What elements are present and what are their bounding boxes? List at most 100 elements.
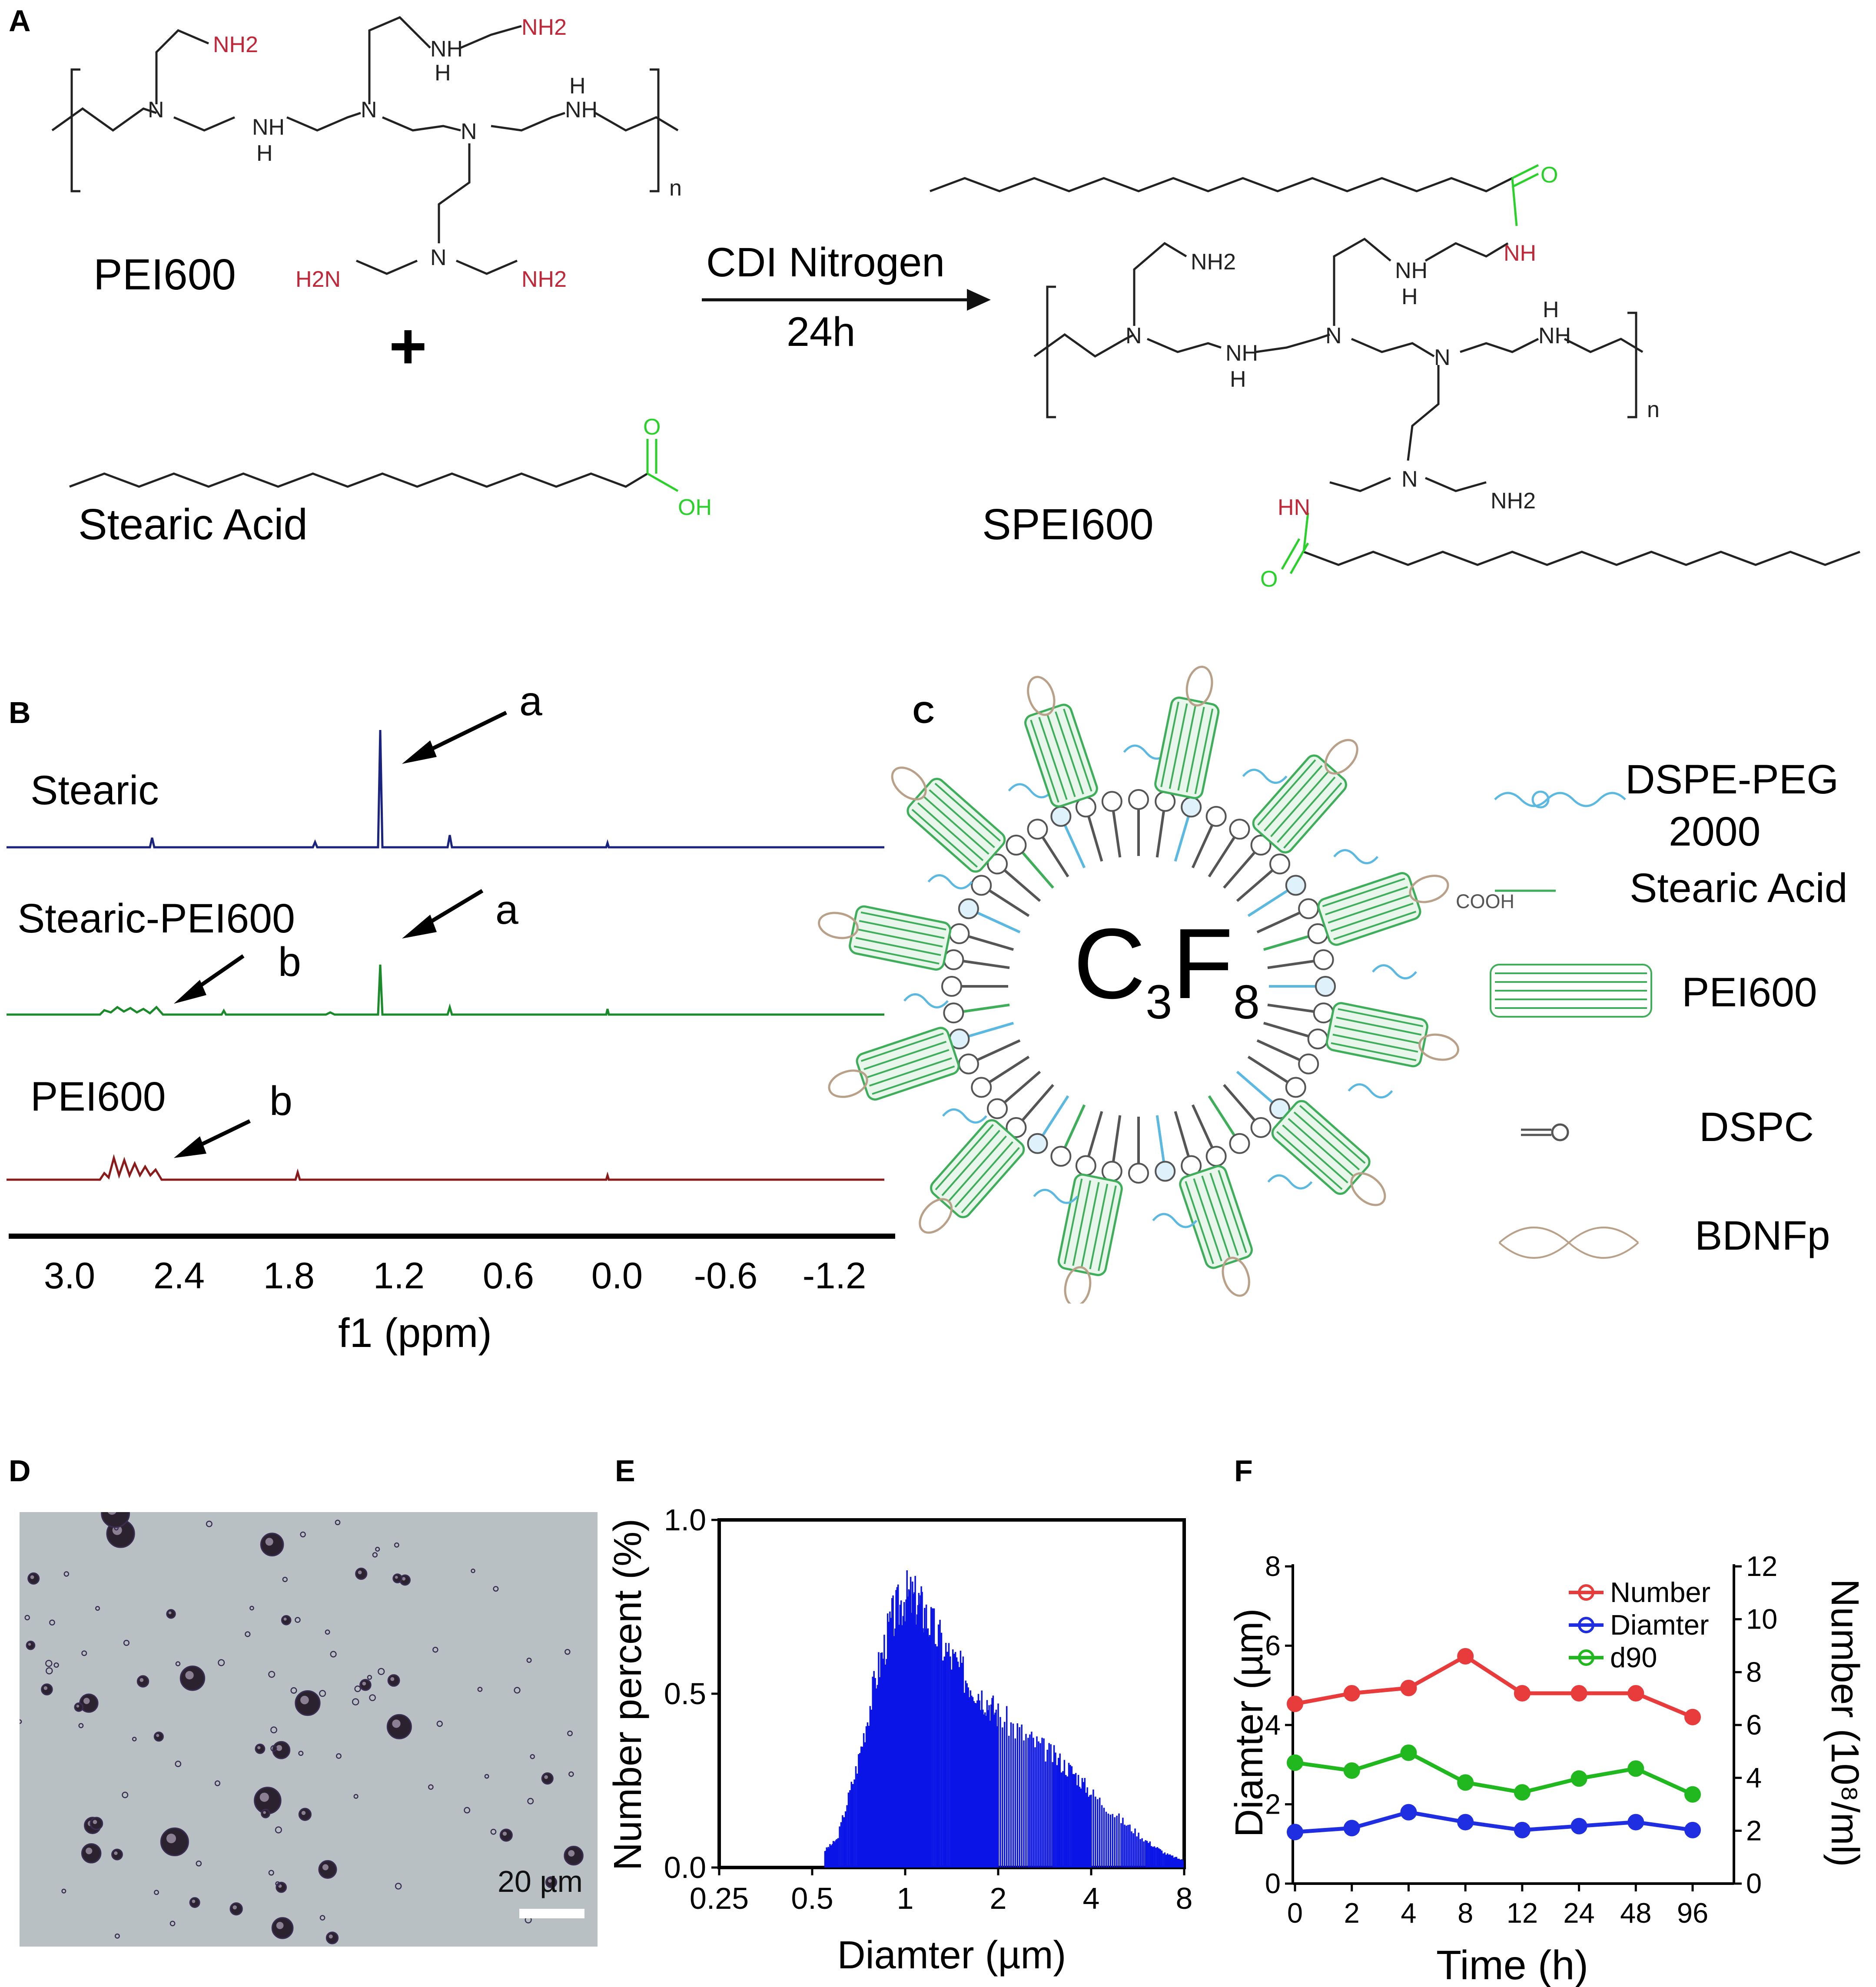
bdnf-icon xyxy=(891,766,927,801)
bubble-highlight xyxy=(301,1811,306,1815)
bubble-highlight xyxy=(358,1570,362,1575)
data-point xyxy=(1627,1685,1644,1702)
lipid-head xyxy=(1128,789,1149,810)
microbubble xyxy=(282,1576,288,1582)
bubble-highlight xyxy=(390,1677,395,1681)
bdnf-icon xyxy=(1064,1266,1092,1304)
lipid-head xyxy=(1269,1098,1290,1119)
lipid-tail xyxy=(1267,1003,1315,1013)
y-tick-label: 0.0 xyxy=(664,1851,706,1884)
bubble-highlight xyxy=(265,1538,273,1546)
data-point xyxy=(1514,1784,1531,1801)
lipid-head xyxy=(1229,819,1250,840)
peg-chain xyxy=(927,874,973,889)
microbubble xyxy=(123,1639,130,1646)
microbubble xyxy=(218,1659,225,1666)
lipid-head xyxy=(1229,1133,1250,1154)
lipid-head xyxy=(1205,806,1227,827)
data-point xyxy=(1571,1770,1587,1787)
bubble-highlight xyxy=(107,1512,116,1515)
microbubble xyxy=(272,1741,291,1759)
scale-bar xyxy=(519,1909,584,1918)
lipid-tail xyxy=(1236,869,1274,902)
pei-block xyxy=(1024,676,1098,808)
peak-label-a: a xyxy=(519,678,542,724)
microbubble xyxy=(336,1753,342,1759)
pei-block xyxy=(828,1027,960,1101)
bubble-highlight xyxy=(548,1879,552,1883)
n-label: N xyxy=(430,245,447,270)
y-right-tick-label: 0 xyxy=(1746,1868,1762,1899)
bdnf-icon xyxy=(828,1069,868,1098)
nh-label: NH xyxy=(252,115,285,140)
nh2-label: NH2 xyxy=(213,32,258,57)
bubble-highlight xyxy=(392,1719,401,1728)
core-sub-8: 8 xyxy=(1233,975,1260,1029)
legend-marker xyxy=(1578,1584,1594,1601)
data-point xyxy=(1400,1804,1417,1821)
microbubble xyxy=(527,1798,534,1805)
lipid-head xyxy=(1298,1053,1319,1075)
scale-bar-label: 20 µm xyxy=(498,1864,583,1898)
microbubble xyxy=(493,1586,499,1592)
microbubble xyxy=(122,1791,129,1798)
legend-dspe-peg-2000: 2000 xyxy=(1669,809,1761,855)
y-right-tick-label: 8 xyxy=(1746,1656,1762,1688)
lipid-tail xyxy=(1112,1115,1122,1163)
lipid-tail xyxy=(1208,1095,1236,1137)
bubble-highlight xyxy=(192,1900,196,1903)
nh2-label: NH2 xyxy=(521,267,567,292)
legend-marker xyxy=(1578,1617,1594,1633)
microbubble xyxy=(367,1675,372,1680)
peak-label-b: b xyxy=(278,939,301,985)
peg-chain xyxy=(1152,1213,1198,1228)
bubble-highlight xyxy=(30,1575,34,1579)
x-tick-label: 0 xyxy=(1287,1897,1303,1929)
microbubble xyxy=(353,1794,359,1799)
x-tick-label: 2 xyxy=(1344,1897,1360,1929)
data-point xyxy=(1514,1821,1531,1838)
bubble-highlight xyxy=(28,1643,31,1646)
microbubble xyxy=(567,1730,573,1736)
reaction-condition-bottom: 24h xyxy=(787,309,856,355)
microbubble xyxy=(387,1674,400,1687)
x-tick-label: 4 xyxy=(1083,1881,1100,1915)
microbubble xyxy=(568,1771,574,1777)
n-label: N xyxy=(1325,323,1342,348)
microbubble xyxy=(24,1615,30,1621)
x-axis-title: Diamter (µm) xyxy=(837,1934,1066,1977)
pei-block xyxy=(1252,739,1358,854)
lipid-tail xyxy=(976,1039,1021,1062)
bdnf-icon xyxy=(919,1198,953,1234)
peg-chain xyxy=(1267,1174,1313,1190)
lipid-tail xyxy=(962,959,1010,969)
lipid-tail xyxy=(1174,1111,1190,1158)
microbubble xyxy=(318,1860,337,1879)
microbubble xyxy=(270,1745,277,1752)
spectrum-stearic xyxy=(7,730,884,849)
bubble-highlight xyxy=(139,1678,144,1682)
microbubble xyxy=(229,1902,243,1916)
x-tick-label: 96 xyxy=(1677,1897,1708,1929)
data-point xyxy=(1457,1774,1474,1791)
peak-label-a: a xyxy=(495,887,518,933)
y-right-tick-label: 2 xyxy=(1746,1815,1762,1846)
h-label: H xyxy=(435,60,451,86)
data-point xyxy=(1684,1708,1701,1725)
microbubble xyxy=(270,1726,277,1734)
microbubble xyxy=(175,1661,181,1666)
lipid-head xyxy=(1128,1163,1149,1184)
microbubble xyxy=(514,1687,521,1694)
bubble-highlight xyxy=(93,1820,97,1824)
nh-label: NH xyxy=(430,36,463,62)
microbubble xyxy=(325,1931,339,1944)
n-label: N xyxy=(461,119,477,144)
tick-label: 1.8 xyxy=(263,1255,315,1297)
pei-block xyxy=(1317,872,1449,946)
data-point xyxy=(1457,1648,1474,1665)
oxygen-label: O xyxy=(1541,163,1558,188)
lipid-head xyxy=(943,1002,964,1024)
microbubble xyxy=(319,1690,326,1697)
microbubble xyxy=(471,1569,475,1573)
legend-pei600: PEI600 xyxy=(1682,969,1817,1015)
